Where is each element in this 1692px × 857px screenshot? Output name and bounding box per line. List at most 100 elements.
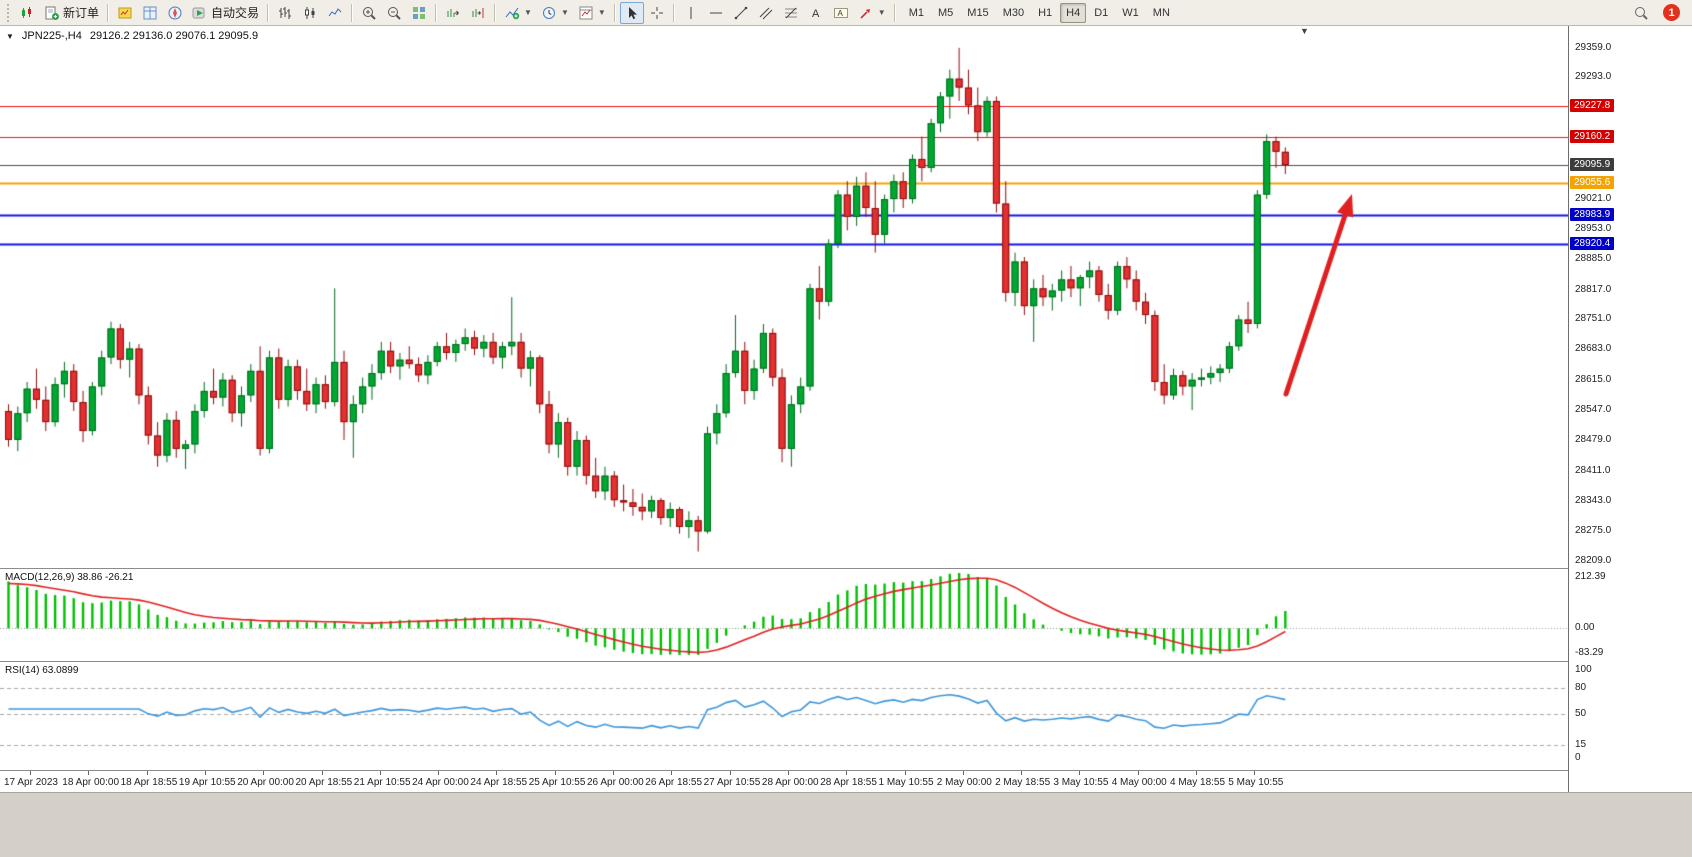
price-line-label: 29160.2 [1570,129,1615,143]
toolbar-drag-handle[interactable] [7,3,11,22]
autotrading-icon [192,7,205,18]
time-axis[interactable]: 17 Apr 2023 18 Apr 00:00 18 Apr 18:55 19 Ap… [0,771,1568,792]
price-tick-label: 28953.0 [1575,222,1612,234]
price-tick-label: 28751.0 [1575,313,1612,325]
channel-button[interactable] [754,2,778,24]
autotrading-button[interactable]: 自动交易 [188,2,263,24]
candlestick-type-button[interactable] [298,2,322,24]
text-label-button[interactable]: A [829,2,853,24]
timeframe-m15[interactable]: M15 [967,6,989,19]
search-icon [1635,6,1648,20]
timeframe-w1[interactable]: W1 [1122,6,1139,19]
timeframe-d1[interactable]: D1 [1094,6,1109,19]
cursor-button[interactable] [619,1,644,24]
rsi-scale-label: 80 [1575,681,1587,693]
periods-button[interactable]: ▼ [537,2,573,24]
time-label: 21 Apr 10:55 [353,777,411,788]
zoom-out-button[interactable] [382,2,406,24]
bar-chart-type-button[interactable] [273,2,297,24]
data-window-button[interactable] [138,2,162,24]
navigator-button[interactable] [163,2,187,24]
trendline-button[interactable] [729,2,753,24]
indicators-button[interactable]: ▼ [500,2,536,24]
timeframe-m30[interactable]: M30 [1002,6,1025,19]
price-axis[interactable]: 212.39 0.00 -83.29 29359.0 29293.0 29021.0… [1568,26,1692,792]
market-watch-button[interactable] [113,2,137,24]
one-click-trading-toggle[interactable]: ▼ [6,31,14,41]
time-tick [88,771,90,775]
arrow-shape-icon [860,8,870,19]
time-tick [729,771,731,775]
fibonacci-icon [784,7,797,18]
text-label-icon: A [833,7,848,18]
fibonacci-button[interactable] [779,2,803,24]
price-tick-label: 28275.0 [1575,525,1612,537]
rsi-scale-label: 0 [1575,752,1581,763]
time-label: 1 May 10:55 [878,777,934,788]
time-tick [1079,771,1081,775]
time-tick [321,771,323,775]
dropdown-caret-icon: ▼ [597,8,606,17]
line-chart-type-button[interactable] [323,2,347,24]
time-label: 5 May 10:55 [1228,777,1284,788]
price-tick-label: 29359.0 [1575,41,1612,53]
new-chart-icon [22,6,31,18]
toolbar-separator [672,3,675,22]
rsi-canvas[interactable] [0,662,1568,770]
timeframe-m1[interactable]: M1 [908,6,924,19]
price-line-label: 28920.4 [1570,236,1615,250]
time-label: 20 Apr 00:00 [237,777,294,788]
price-tick-label: 28817.0 [1575,283,1612,295]
macd-canvas[interactable] [0,569,1568,661]
vertical-line-button[interactable] [679,2,703,24]
panel-separator[interactable] [0,568,1692,569]
cursor-icon [628,6,637,19]
data-window-icon [143,6,157,19]
time-label: 25 Apr 10:55 [528,777,586,788]
rsi-scale-label: 50 [1575,708,1587,719]
time-tick [1021,771,1023,775]
zoom-in-button[interactable] [357,2,381,24]
zoom-out-icon [388,6,401,20]
price-line-label: 29227.8 [1570,99,1615,113]
timeframe-h1[interactable]: H1 [1038,6,1053,19]
panel-separator[interactable] [0,661,1692,662]
macd-max-label: 212.39 [1575,571,1606,582]
chart-title: ▼ JPN225-,H4 29126.2 29136.0 29076.1 290… [6,30,258,42]
templates-button[interactable]: ▼ [574,2,610,24]
notification-badge[interactable]: 1 [1663,4,1680,21]
time-label: 24 Apr 00:00 [412,777,469,788]
time-label: 18 Apr 00:00 [62,777,120,788]
timeframe-mn[interactable]: MN [1152,6,1170,19]
macd-zero-label: 0.00 [1575,622,1595,634]
timeframe-m5[interactable]: M5 [938,6,954,19]
crosshair-button[interactable] [645,2,669,24]
new-order-button[interactable]: 新订单 [40,2,103,24]
auto-scroll-button[interactable] [441,2,465,24]
tile-windows-button[interactable] [407,2,431,24]
toolbar-separator [494,3,497,22]
chart-window: ▼ JPN225-,H4 29126.2 29136.0 29076.1 290… [0,26,1692,792]
price-tick-label: 28411.0 [1575,464,1611,476]
time-tick [846,771,848,775]
shapes-button[interactable]: ▼ [854,2,890,24]
panel-separator [0,770,1692,771]
chart-shift-marker[interactable]: ▼ [1300,26,1309,36]
timeframe-h4[interactable]: H4 [1060,2,1087,23]
horizontal-line-button[interactable] [704,2,728,24]
price-tick-label: 28479.0 [1575,434,1612,446]
text-button[interactable]: A [804,2,828,24]
price-tick-label: 28209.0 [1575,554,1612,566]
price-tick-label: 28683.0 [1575,343,1612,355]
navigator-icon [168,6,182,19]
time-label: 19 Apr 10:55 [178,777,236,788]
symbol-period-label: JPN225-,H4 [21,30,82,42]
autotrading-label: 自动交易 [211,6,260,20]
svg-text:A: A [837,9,843,18]
search-button[interactable] [1629,2,1653,24]
new-chart-button[interactable] [15,2,39,24]
time-tick [146,771,148,775]
chart-shift-button[interactable] [466,2,490,24]
price-chart-canvas[interactable] [0,26,1568,568]
rsi-header: RSI(14) 63.0899 [5,665,79,676]
